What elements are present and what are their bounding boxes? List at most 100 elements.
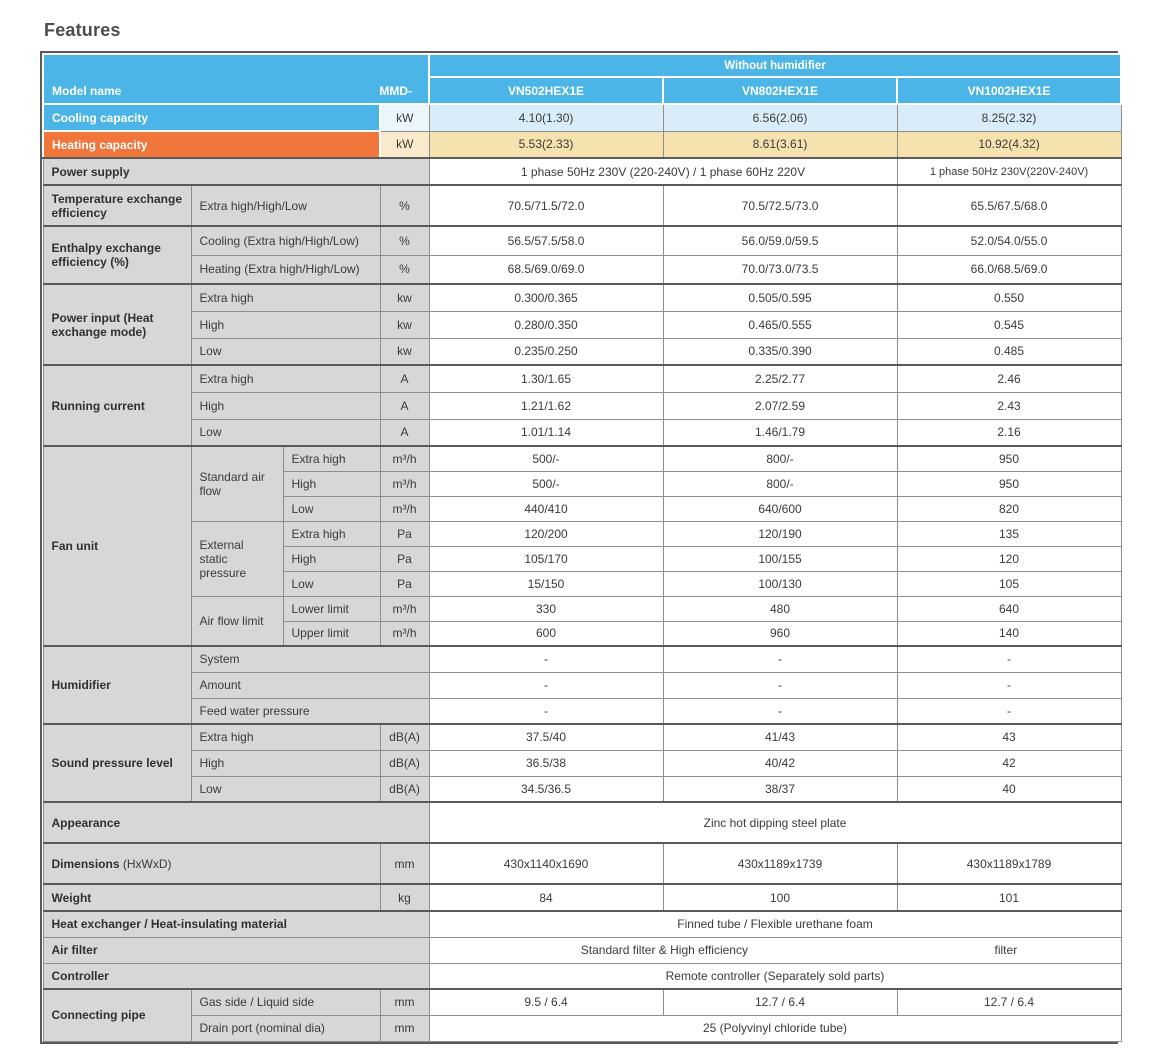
- value-cell: -: [428, 645, 664, 673]
- value-cell: -: [428, 671, 664, 699]
- table-row: Weight kg 84 100 101: [42, 883, 1122, 912]
- unit-cell: A: [379, 418, 430, 447]
- table-row: Low Pa 15/150 100/130 105: [43, 570, 1122, 597]
- unit-cell: kW: [379, 103, 430, 132]
- value-cell: 70.5/72.5/73.0: [662, 184, 898, 227]
- value-cell: 2.07/2.59: [662, 391, 898, 420]
- mmd-prefix-label: MMD-: [379, 84, 413, 98]
- value-cell: 101: [896, 883, 1122, 912]
- spec-sub-label: Low: [282, 570, 381, 597]
- spec-sub-label: Extra high: [190, 364, 381, 393]
- value-cell: 70.5/71.5/72.0: [428, 184, 664, 227]
- unit-cell: m³/h: [379, 595, 430, 622]
- spec-sub-label: Extra high: [282, 445, 381, 472]
- spec-label-power-input: Power input (Heat exchange mode): [42, 283, 192, 366]
- table-row: High m³/h 500/- 800/- 950: [43, 470, 1122, 497]
- air-filter-value-main: Standard filter & High efficiency: [580, 943, 748, 957]
- unit-cell: mm: [379, 988, 430, 1016]
- table-row: Enthalpy exchange efficiency (%) Cooling…: [42, 225, 1122, 285]
- value-cell: 42: [896, 749, 1122, 777]
- value-cell: 38/37: [662, 775, 898, 803]
- spec-label-air-filter: Air filter: [42, 936, 430, 964]
- table-row: Humidifier System - - -: [42, 645, 1122, 725]
- spec-label-sound-pressure: Sound pressure level: [42, 723, 192, 803]
- value-cell: 0.505/0.595: [662, 283, 898, 312]
- unit-cell: m³/h: [379, 470, 430, 497]
- table-row: Air filter Standard filter & High effici…: [42, 936, 1122, 964]
- spec-label-weight: Weight: [42, 883, 381, 912]
- table-row: Connecting pipe Gas side / Liquid side m…: [42, 988, 1122, 1042]
- table-row: Cooling capacity kW 4.10(1.30) 6.56(2.06…: [42, 103, 1122, 132]
- spec-sub-label: Low: [282, 495, 381, 522]
- spec-sub-label: Upper limit: [282, 620, 381, 647]
- model-name-cell: VN1002HEX1E: [896, 76, 1123, 105]
- value-cell: 8.61(3.61): [662, 130, 898, 159]
- table-row: Upper limit m³/h 600 960 140: [43, 620, 1122, 647]
- spec-label-enthalpy: Enthalpy exchange efficiency (%): [42, 225, 192, 285]
- value-cell: 100: [662, 883, 898, 912]
- value-cell: -: [662, 645, 898, 673]
- value-cell: 640/600: [662, 495, 898, 522]
- spec-label-power-supply: Power supply: [42, 157, 430, 186]
- value-cell: 800/-: [662, 470, 898, 497]
- spec-sub-label: Gas side / Liquid side: [190, 988, 381, 1016]
- value-cell: 8.25(2.32): [896, 103, 1122, 132]
- value-cell: 100/155: [662, 545, 898, 572]
- value-cell: 120/200: [428, 520, 664, 547]
- value-cell: 140: [896, 620, 1122, 647]
- value-cell: -: [896, 671, 1122, 699]
- value-cell: 950: [896, 445, 1122, 472]
- table-row: High kw 0.280/0.350 0.465/0.555 0.545: [43, 310, 1122, 339]
- value-cell: 960: [662, 620, 898, 647]
- spec-sub-label: High: [190, 749, 381, 777]
- value-cell: 430x1140x1690: [428, 842, 664, 885]
- value-cell: 1 phase 50Hz 230V (220-240V) / 1 phase 6…: [428, 157, 898, 186]
- unit-cell: %: [379, 184, 430, 227]
- unit-cell: Pa: [379, 545, 430, 572]
- table-row: Controller Remote controller (Separately…: [42, 962, 1122, 990]
- value-cell: 2.25/2.77: [662, 364, 898, 393]
- value-cell: 800/-: [662, 445, 898, 472]
- unit-cell: kg: [379, 883, 430, 912]
- value-cell: -: [662, 671, 898, 699]
- table-row: Heating capacity kW 5.53(2.33) 8.61(3.61…: [42, 130, 1122, 159]
- dimensions-label: Dimensions: [51, 856, 120, 871]
- table-row: VN502HEX1E VN802HEX1E VN1002HEX1E: [43, 76, 1123, 105]
- value-cell: 100/130: [662, 570, 898, 597]
- value-cell: 0.335/0.390: [662, 337, 898, 366]
- unit-cell: A: [379, 391, 430, 420]
- unit-cell: kw: [379, 337, 430, 366]
- value-cell: 1.21/1.62: [428, 391, 664, 420]
- value-cell: 600: [428, 620, 664, 647]
- spec-sub-label: High: [282, 470, 381, 497]
- spec-label-appearance: Appearance: [42, 801, 430, 844]
- table-row: Model name MMD- Without humidifier: [41, 53, 1123, 105]
- spec-sub-label: Low: [190, 775, 381, 803]
- page-title: Features: [44, 20, 121, 40]
- table-row: Low dB(A) 34.5/36.5 38/37 40: [43, 775, 1122, 803]
- value-cell: 1 phase 50Hz 230V(220V-240V): [896, 157, 1122, 186]
- value-cell: 37.5/40: [428, 723, 664, 751]
- table-row: Drain port (nominal dia) mm 25 (Polyviny…: [43, 1014, 1122, 1042]
- value-cell: 15/150: [428, 570, 664, 597]
- value-cell: 34.5/36.5: [428, 775, 664, 803]
- value-cell: 2.16: [896, 418, 1122, 447]
- spec-group-air-flow-limit: Air flow limit: [190, 595, 284, 647]
- value-cell: 500/-: [428, 445, 664, 472]
- spec-sub-label: High: [190, 310, 381, 339]
- unit-cell: dB(A): [379, 775, 430, 803]
- unit-cell: kW: [379, 130, 430, 159]
- table-row: Power input (Heat exchange mode) Extra h…: [42, 283, 1122, 366]
- spec-label-running-current: Running current: [42, 364, 192, 447]
- spec-sub-label: Cooling (Extra high/High/Low): [190, 225, 381, 256]
- spec-sub-label: Low: [190, 418, 381, 447]
- table-row: Sound pressure level Extra high dB(A) 37…: [42, 723, 1122, 803]
- spec-sub-label: Feed water pressure: [190, 697, 430, 725]
- value-cell: 2.43: [896, 391, 1122, 420]
- value-cell: Finned tube / Flexible urethane foam: [428, 910, 1122, 938]
- model-name-label: Model name: [52, 84, 122, 98]
- value-cell: 12.7 / 6.4: [896, 988, 1122, 1016]
- value-cell: 5.53(2.33): [428, 130, 664, 159]
- value-cell: 105: [896, 570, 1122, 597]
